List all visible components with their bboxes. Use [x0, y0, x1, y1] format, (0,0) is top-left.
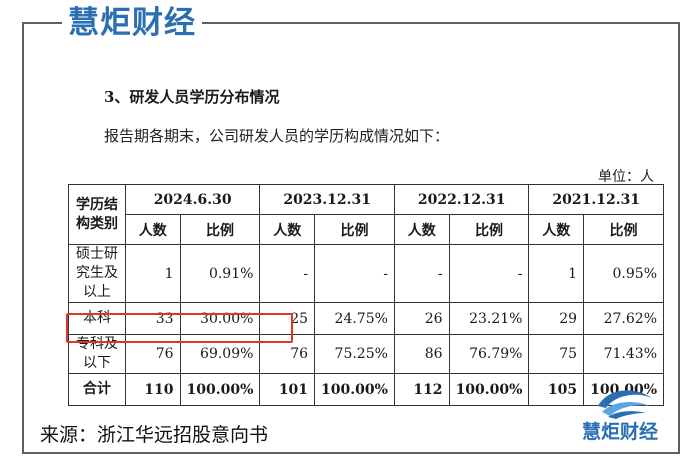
table-row: 专科及以下 76 69.09% 76 75.25% 86 76.79% 75 7…	[68, 334, 664, 374]
ratio-cell: 24.75%	[314, 302, 395, 335]
count-cell: 76	[259, 334, 316, 374]
count-header: 人数	[259, 214, 316, 245]
count-cell: 29	[528, 302, 585, 335]
count-cell: 101	[259, 373, 316, 406]
ratio-cell: -	[448, 244, 530, 303]
ratio-cell: 69.09%	[179, 334, 261, 374]
content-frame	[22, 22, 680, 454]
period-header: 2022.12.31	[393, 184, 530, 215]
ratio-cell: 100.00%	[448, 373, 530, 406]
section-title: 3、研发人员学历分布情况	[104, 88, 280, 106]
count-cell: 26	[393, 302, 450, 335]
count-cell: 76	[124, 334, 181, 374]
count-header: 人数	[528, 214, 585, 245]
count-cell: 75	[528, 334, 585, 374]
ratio-cell: 23.21%	[448, 302, 530, 335]
row-category: 专科及以下	[68, 334, 126, 374]
count-header: 人数	[393, 214, 450, 245]
ratio-cell: 27.62%	[583, 302, 664, 335]
count-header: 人数	[124, 214, 181, 245]
brand-logo-bottom: 慧炬财经	[578, 420, 663, 444]
ratio-cell: 71.43%	[583, 334, 664, 374]
table-header-row: 学历结构类别 2024.6.30 2023.12.31 2022.12.31 2…	[68, 184, 664, 245]
source-caption: 来源：浙江华远招股意向书	[40, 420, 275, 447]
period-header: 2023.12.31	[259, 184, 395, 215]
corner-header: 学历结构类别	[68, 184, 126, 245]
count-cell: 105	[528, 373, 585, 406]
row-category: 硕士研究生及以上	[68, 244, 126, 303]
ratio-header: 比例	[314, 214, 395, 245]
row-category: 合计	[68, 373, 126, 406]
swirl-logo-icon	[598, 390, 652, 419]
period-header: 2021.12.31	[528, 184, 664, 215]
ratio-header: 比例	[448, 214, 530, 245]
ratio-header: 比例	[583, 214, 664, 245]
table-total-row: 合计 110 100.00% 101 100.00% 112 100.00% 1…	[68, 373, 664, 406]
ratio-cell: 76.79%	[448, 334, 530, 374]
education-table: 学历结构类别 2024.6.30 2023.12.31 2022.12.31 2…	[68, 184, 664, 406]
brand-logo-top: 慧炬财经	[62, 4, 202, 42]
ratio-cell: -	[314, 244, 395, 303]
ratio-cell: 100.00%	[179, 373, 261, 406]
intro-text: 报告期各期末，公司研发人员的学历构成情况如下：	[104, 127, 450, 145]
ratio-cell: 0.95%	[583, 244, 664, 303]
count-cell: 1	[528, 244, 585, 303]
ratio-cell: 100.00%	[314, 373, 395, 406]
ratio-cell: 75.25%	[314, 334, 395, 374]
count-cell: 112	[393, 373, 450, 406]
count-cell: -	[393, 244, 450, 303]
table-subheader-row: 人数 比例 人数 比例 人数 比例 人数 比例	[69, 214, 664, 245]
unit-label: 单位：人	[598, 169, 654, 185]
count-cell: 110	[124, 373, 181, 406]
highlight-box	[66, 313, 293, 343]
table-row: 硕士研究生及以上 1 0.91% - - - - 1 0.95%	[68, 244, 664, 303]
count-cell: 86	[393, 334, 450, 374]
ratio-header: 比例	[179, 214, 261, 245]
ratio-cell: 0.91%	[179, 244, 261, 303]
period-header: 2024.6.30	[124, 184, 261, 215]
count-cell: 1	[124, 244, 181, 303]
count-cell: -	[259, 244, 316, 303]
